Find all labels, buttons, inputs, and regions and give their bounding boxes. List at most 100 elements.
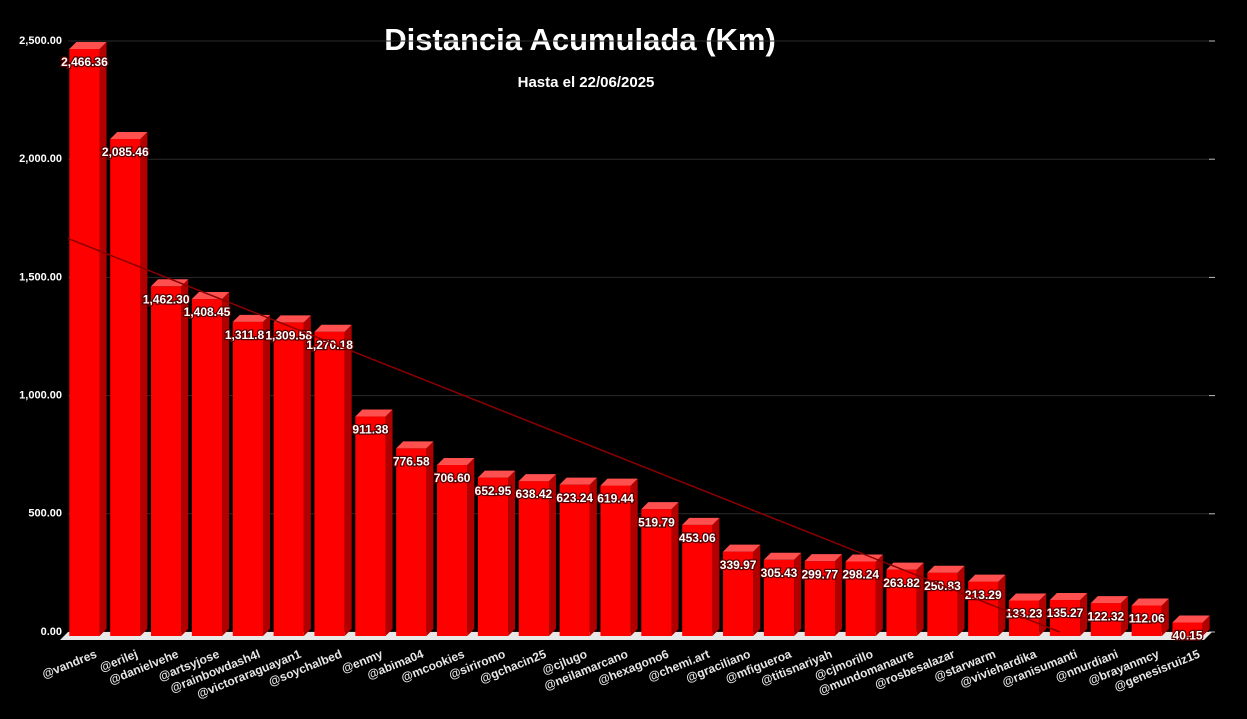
bar [314, 324, 352, 636]
bar-top [355, 409, 393, 417]
bar-front [437, 464, 468, 636]
y-tick-label: 1,000.00 [19, 390, 62, 402]
bar-side [753, 544, 761, 636]
bar-front [1131, 605, 1162, 636]
bar-side [344, 324, 352, 636]
bar [804, 554, 842, 636]
bar [1172, 615, 1210, 636]
bar [396, 441, 434, 636]
trendline [67, 237, 1061, 633]
y-tick-label: 2,000.00 [19, 153, 62, 165]
bar-front [1172, 622, 1203, 636]
bar-top [1172, 615, 1210, 623]
bar-side [262, 314, 270, 636]
bar [477, 470, 516, 636]
value-label: 135.27 [1047, 606, 1084, 620]
bar [110, 131, 148, 636]
bar [355, 409, 393, 636]
value-label: 706.60 [434, 471, 471, 485]
bar-front [927, 572, 958, 636]
bar-top [518, 474, 556, 482]
bar-side [794, 552, 802, 636]
value-label: 339.97 [720, 558, 757, 572]
bar-front [968, 581, 999, 636]
bar-side [181, 279, 189, 636]
bar-top [804, 554, 842, 562]
bar [682, 517, 720, 636]
value-label: 652.95 [475, 484, 512, 498]
bar-side [957, 565, 965, 636]
bar-side [222, 292, 230, 636]
bar-top [845, 554, 883, 562]
bar-top [69, 41, 107, 49]
bar-side [630, 478, 638, 636]
floor [60, 632, 1212, 640]
bar-top [151, 279, 189, 287]
bar-top [600, 478, 638, 486]
bar [1049, 593, 1088, 636]
bar-top [232, 314, 270, 322]
bar [968, 574, 1006, 636]
value-label: 263.82 [883, 576, 920, 590]
bar-top [273, 315, 311, 323]
bar-front [477, 477, 509, 636]
bar-front [518, 481, 549, 636]
value-label: 298.24 [842, 568, 879, 582]
y-tick-label: 1,500.00 [19, 271, 62, 283]
bar-front [396, 448, 427, 636]
bar-top [682, 517, 720, 525]
bar [232, 314, 270, 636]
bar-top [723, 544, 761, 552]
value-label: 619.44 [597, 492, 634, 506]
bar-front [641, 509, 672, 636]
value-label: 1,311.81 [225, 328, 271, 342]
bar [191, 292, 230, 636]
bar-front [110, 138, 141, 636]
bar [886, 562, 924, 636]
bar-top [1090, 596, 1128, 604]
bar-top [559, 477, 597, 485]
bar-top [314, 324, 352, 332]
bar-top [641, 502, 679, 510]
bar [845, 554, 883, 636]
bar-top [396, 441, 434, 449]
bar-side [1202, 615, 1210, 636]
y-tick-label: 500.00 [28, 508, 62, 520]
bar-front [232, 321, 263, 636]
bar-side [467, 457, 475, 636]
bar-front [600, 485, 631, 636]
bar-front [191, 299, 223, 636]
bar-front [682, 524, 713, 636]
value-label: 1,309.58 [265, 329, 312, 343]
value-label: 112.06 [1129, 612, 1165, 626]
bar-side [589, 477, 597, 636]
bar-side [426, 441, 434, 636]
bar [641, 502, 679, 636]
value-label: 305.43 [761, 566, 798, 580]
value-label: 519.79 [638, 515, 675, 529]
chart-subtitle: Hasta el 22/06/2025 [518, 74, 655, 91]
bar-top [477, 470, 516, 478]
bar-top [763, 552, 802, 560]
bar-top [1009, 593, 1047, 601]
bar [600, 478, 638, 636]
bar-side [99, 41, 107, 636]
bar-front [559, 484, 590, 636]
value-label: 40.15 [1173, 629, 1203, 643]
bar [518, 474, 556, 636]
bar-top [437, 457, 475, 465]
bar-front [355, 416, 386, 636]
value-label: 453.06 [679, 531, 716, 545]
bar-top [110, 131, 148, 139]
bar-top [1049, 593, 1088, 601]
bar-side [875, 554, 883, 636]
bar [763, 552, 802, 636]
bar-side [385, 409, 393, 636]
bar [1131, 598, 1169, 636]
chart-title: Distancia Acumulada (Km) [384, 22, 776, 57]
bar [437, 457, 475, 636]
bar-side [508, 470, 516, 636]
bar-front [314, 331, 345, 636]
bar-front [723, 551, 754, 636]
